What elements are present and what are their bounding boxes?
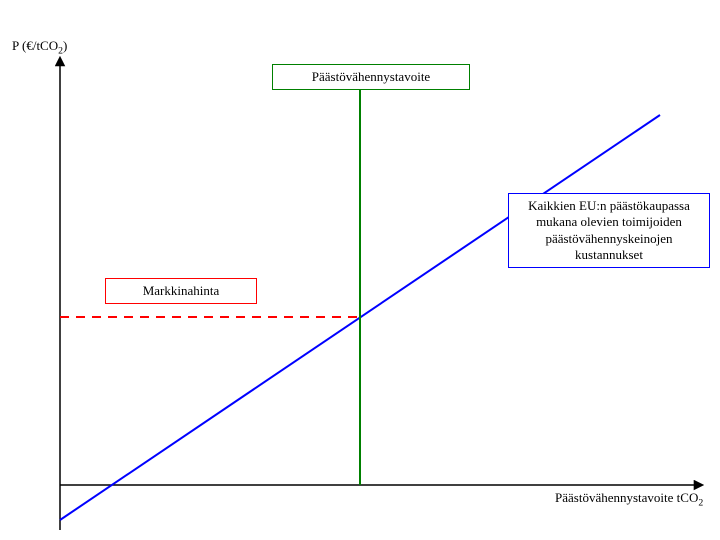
target-box-text: Päästövähennystavoite [312, 69, 430, 84]
y-axis-label: P (€/tCO2) [12, 38, 67, 57]
cost-box: Kaikkien EU:n päästökaupassa mukana olev… [508, 193, 710, 268]
market-price-box-text: Markkinahinta [143, 283, 220, 298]
target-box: Päästövähennystavoite [272, 64, 470, 90]
x-axis-label: Päästövähennystavoite tCO2 [555, 490, 703, 509]
cost-box-text: Kaikkien EU:n päästökaupassa mukana olev… [528, 198, 690, 262]
chart-canvas: P (€/tCO2) Päästövähennystavoite tCO2 Pä… [0, 0, 720, 540]
market-price-box: Markkinahinta [105, 278, 257, 304]
